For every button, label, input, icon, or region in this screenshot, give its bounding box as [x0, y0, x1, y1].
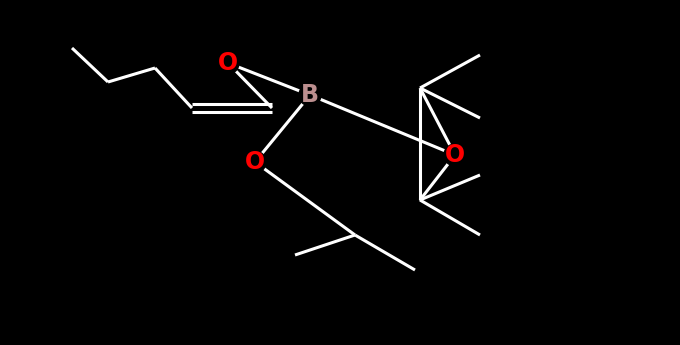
Text: B: B	[301, 83, 319, 107]
Circle shape	[217, 52, 239, 74]
Text: O: O	[218, 51, 238, 75]
Circle shape	[444, 144, 466, 166]
Text: O: O	[445, 143, 465, 167]
Circle shape	[299, 84, 321, 106]
Circle shape	[244, 151, 266, 173]
Text: O: O	[245, 150, 265, 174]
